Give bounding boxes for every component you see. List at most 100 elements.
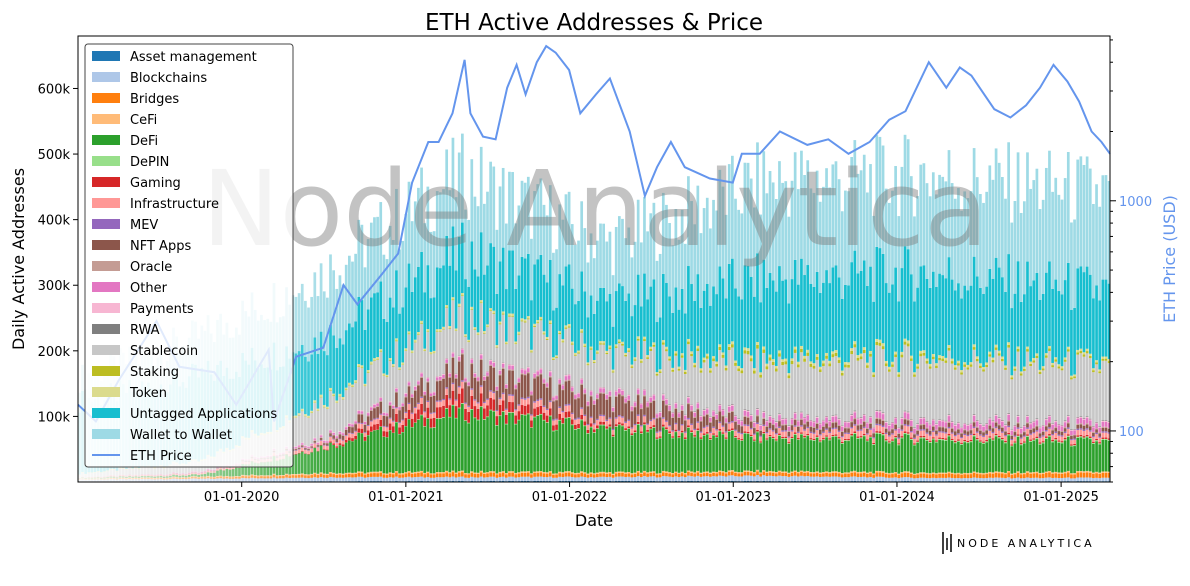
bar-segment-bridges xyxy=(624,473,627,477)
bar-segment-nft-apps xyxy=(426,382,430,401)
bar-segment-stablecoin xyxy=(382,375,386,413)
bar-segment-oracle xyxy=(583,393,587,395)
bar-segment-blockchains xyxy=(812,476,816,482)
bar-segment-mev xyxy=(548,400,552,403)
bar-segment-infrastructure xyxy=(699,432,703,438)
bar-segment-defi xyxy=(492,411,496,472)
bar-segment-defi xyxy=(391,433,395,473)
bar-segment-mev xyxy=(727,422,731,424)
bar-segment-nft-apps xyxy=(526,373,530,397)
bar-segment-rwa xyxy=(957,422,960,423)
bar-segment-mev xyxy=(351,433,354,434)
bar-segment-staking xyxy=(718,346,722,351)
bar-segment-wallet-to-wallet xyxy=(705,197,709,284)
bar-segment-mev xyxy=(476,402,480,404)
bar-segment-infrastructure xyxy=(128,475,131,477)
bar-segment-bridges xyxy=(627,473,631,477)
bar-segment-defi xyxy=(294,454,298,475)
bar-segment-other xyxy=(533,373,536,378)
bar-segment-wallet-to-wallet xyxy=(548,185,552,260)
bar-segment-other xyxy=(705,409,709,414)
bar-segment-wallet-to-wallet xyxy=(894,166,897,268)
bar-segment-cefi xyxy=(335,473,339,475)
bar-segment-token xyxy=(407,331,411,334)
bar-segment-defi xyxy=(495,425,499,474)
bar-segment-depin xyxy=(718,430,722,432)
bar-segment-cefi xyxy=(483,472,486,474)
bar-segment-bridges xyxy=(530,474,533,478)
bar-segment-cefi xyxy=(806,470,810,473)
bar-segment-mev xyxy=(304,449,307,451)
bar-segment-bridges xyxy=(617,472,621,477)
bar-segment-oracle xyxy=(724,422,728,424)
bar-segment-payments xyxy=(360,410,364,412)
bar-segment-cefi xyxy=(420,470,423,473)
bar-segment-nft-apps xyxy=(803,424,806,430)
bar-segment-infrastructure xyxy=(866,434,869,440)
bar-segment-untagged-applications xyxy=(931,271,935,355)
bar-segment-blockchains xyxy=(96,479,100,482)
bar-segment-asset-management xyxy=(661,480,665,482)
bar-segment-blockchains xyxy=(369,476,373,482)
bar-segment-nft-apps xyxy=(646,407,649,424)
bar-segment-defi xyxy=(231,469,235,477)
bar-segment-defi xyxy=(238,467,241,477)
bar-segment-oracle xyxy=(567,379,571,381)
bar-segment-oracle xyxy=(473,376,477,378)
bar-segment-defi xyxy=(596,428,599,473)
bar-segment-untagged-applications xyxy=(564,266,568,326)
bar-segment-blockchains xyxy=(379,476,383,482)
bar-segment-gaming xyxy=(577,423,580,429)
bar-segment-payments xyxy=(627,394,631,396)
bar-segment-rwa xyxy=(806,413,810,415)
bar-segment-staking xyxy=(891,364,894,367)
bar-segment-nft-apps xyxy=(630,411,634,428)
bar-segment-cefi xyxy=(435,472,439,474)
bar-segment-cefi xyxy=(426,471,430,474)
bar-segment-defi xyxy=(341,446,345,474)
bar-segment-cefi xyxy=(925,472,929,475)
bar-segment-blockchains xyxy=(781,476,784,482)
bar-segment-gaming xyxy=(526,404,530,414)
bar-segment-other xyxy=(335,436,339,439)
bar-segment-other xyxy=(451,353,455,357)
bar-segment-payments xyxy=(774,422,778,423)
bar-segment-infrastructure xyxy=(526,398,530,405)
bar-segment-infrastructure xyxy=(953,436,957,442)
bar-segment-rwa xyxy=(778,413,781,415)
bar-segment-rwa xyxy=(950,421,954,422)
bar-segment-defi xyxy=(702,435,706,472)
bar-segment-defi xyxy=(228,469,232,477)
bar-segment-infrastructure xyxy=(950,433,954,439)
bar-segment-blockchains xyxy=(78,479,81,482)
bar-segment-blockchains xyxy=(483,477,486,482)
bar-segment-defi xyxy=(617,425,621,472)
bar-segment-blockchains xyxy=(169,479,172,482)
bar-segment-stablecoin xyxy=(172,462,175,473)
bar-segment-token xyxy=(297,413,301,415)
bar-segment-bridges xyxy=(840,474,844,478)
bar-segment-wallet-to-wallet xyxy=(429,231,433,299)
bar-segment-bridges xyxy=(410,473,414,478)
bar-segment-nft-apps xyxy=(884,428,888,433)
bar-segment-bridges xyxy=(897,474,901,479)
bar-segment-token xyxy=(658,369,662,372)
bar-segment-stablecoin xyxy=(297,415,301,445)
bar-segment-staking xyxy=(712,358,715,362)
bar-segment-asset-management xyxy=(743,480,747,482)
bar-segment-other xyxy=(614,391,618,396)
bar-segment-infrastructure xyxy=(909,432,913,438)
bar-segment-staking xyxy=(790,361,794,365)
bar-segment-nft-apps xyxy=(508,370,511,395)
bar-segment-infrastructure xyxy=(869,429,872,436)
bar-segment-blockchains xyxy=(756,475,759,481)
bar-segment-defi xyxy=(759,443,762,473)
bar-segment-bridges xyxy=(715,473,719,477)
bar-segment-token xyxy=(410,350,414,353)
bar-segment-blockchains xyxy=(219,478,222,482)
bar-segment-mev xyxy=(869,428,872,430)
bar-segment-nft-apps xyxy=(514,389,518,410)
bar-segment-payments xyxy=(953,424,957,426)
bar-segment-blockchains xyxy=(668,476,671,482)
bar-segment-gaming xyxy=(363,436,367,441)
